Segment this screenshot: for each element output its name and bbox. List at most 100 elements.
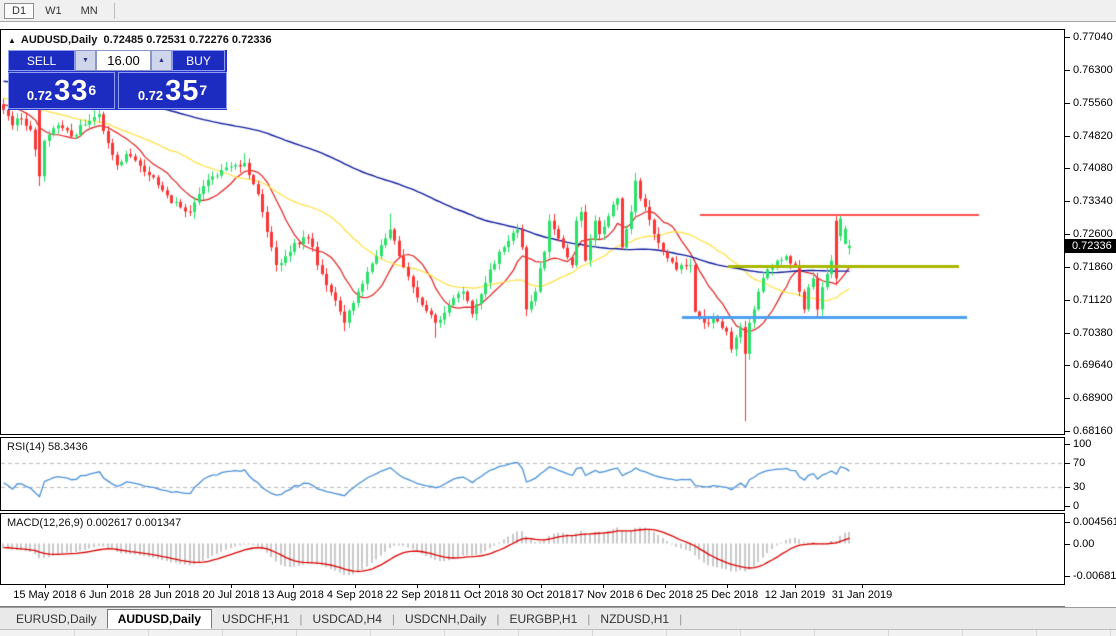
collapse-triangle-icon[interactable]: ▲ (8, 36, 16, 45)
buy-button[interactable]: BUY (172, 50, 225, 71)
rsi-tick-label: 30 (1073, 481, 1086, 493)
strip-divider (1036, 630, 1037, 636)
date-axis[interactable]: 15 May 2018 6 Jun 2018 28 Jun 2018 20 Jul 2… (0, 585, 1065, 607)
timeframe-buttons: D1 W1 MN (4, 2, 109, 19)
sell-button[interactable]: SELL (8, 50, 75, 71)
axis-tick-dash (1065, 365, 1070, 366)
axis-tick-dash (1065, 103, 1070, 104)
sell-price-display[interactable]: 0.72 33 6 (8, 72, 115, 109)
macd-tick-label: 0.00 (1073, 538, 1095, 550)
date-tick-dash (355, 585, 356, 588)
macd-tick-label: 0.004561 (1073, 516, 1116, 528)
buy-price-display[interactable]: 0.72 35 7 (118, 72, 227, 109)
axis-tick-dash (1065, 506, 1070, 507)
axis-tick-dash (1065, 333, 1070, 334)
chart-tab-usdchf[interactable]: USDCHF,H1 (222, 612, 290, 626)
price-tick-label: 0.76300 (1073, 64, 1113, 76)
date-label: 31 Jan 2019 (831, 589, 893, 601)
price-tick-label: 0.70380 (1073, 327, 1113, 339)
strip-divider (1110, 630, 1111, 636)
chart-tab-usdcad[interactable]: USDCAD,H4 (312, 612, 382, 626)
price-tick-label: 0.74080 (1073, 162, 1113, 174)
price-axis[interactable]: 0.77040 0.76300 0.75560 0.74820 0.74080 0.733… (1065, 29, 1116, 606)
chart-tab-usdcnh[interactable]: USDCNH,Daily (405, 612, 487, 626)
chart-tab-bar: EURUSD,Daily AUDUSD,Daily USDCHF,H1 | USDCAD… (0, 607, 1116, 636)
date-label: 22 Sep 2018 (385, 589, 449, 601)
trade-controls-row: SELL ▼ 16.00 ▲ BUY (8, 50, 227, 71)
date-label: 11 Oct 2018 (449, 589, 509, 601)
one-click-trading-panel: SELL ▼ 16.00 ▲ BUY 0.72 33 6 0.72 35 7 (8, 50, 227, 110)
current-price-tag: 0.72336 (1065, 239, 1116, 253)
toolbar-separator (113, 2, 115, 19)
chart-title: ▲ AUDUSD,Daily 0.72485 0.72531 0.72276 0.… (8, 34, 272, 46)
tab-separator: | (587, 612, 591, 626)
buy-price-big-digits: 35 (165, 75, 200, 107)
rsi-canvas[interactable] (1, 438, 1064, 510)
timeframe-button-mn[interactable]: MN (80, 4, 98, 17)
strip-divider (222, 630, 223, 636)
timeframe-button-w1[interactable]: W1 (45, 4, 62, 17)
strip-divider (370, 630, 371, 636)
axis-tick-dash (1065, 168, 1070, 169)
tab-separator: | (679, 612, 683, 626)
chart-symbol-label: AUDUSD,Daily (20, 34, 98, 46)
chart-tab-eurgbp[interactable]: EURGBP,H1 (509, 612, 578, 626)
price-tick-label: 0.77040 (1073, 31, 1113, 43)
volume-increase-button[interactable]: ▲ (151, 50, 172, 71)
rsi-tick-label: 70 (1073, 457, 1086, 469)
strip-divider (740, 630, 741, 636)
date-tick-dash (603, 585, 604, 588)
rsi-tick-label: 100 (1073, 438, 1092, 450)
tab-separator: | (496, 612, 500, 626)
timeframe-toolbar: D1 W1 MN (0, 0, 1116, 22)
date-label: 13 Aug 2018 (262, 589, 324, 601)
tab-bar-strip (0, 629, 1116, 636)
rsi-indicator-panel: RSI(14) 58.3436 (0, 437, 1065, 511)
date-label: 28 Jun 2018 (138, 589, 200, 601)
price-tick-label: 0.71120 (1073, 294, 1112, 306)
strip-divider (444, 630, 445, 636)
date-tick-dash (795, 585, 796, 588)
date-label: 20 Jul 2018 (202, 589, 260, 601)
chart-tab-eurusd[interactable]: EURUSD,Daily (16, 612, 97, 626)
strip-divider (296, 630, 297, 636)
axis-tick-dash (1065, 398, 1070, 399)
price-tick-label: 0.68160 (1073, 425, 1113, 437)
axis-tick-dash (1065, 300, 1070, 301)
sell-price-pip-digit: 6 (88, 82, 97, 98)
axis-tick-dash (1065, 37, 1070, 38)
axis-tick-dash (1065, 234, 1070, 235)
strip-divider (814, 630, 815, 636)
date-label: 4 Sep 2018 (326, 589, 384, 601)
timeframe-button-d1[interactable]: D1 (4, 2, 35, 19)
date-tick-dash (479, 585, 480, 588)
date-label: 17 Nov 2018 (571, 589, 635, 601)
macd-canvas[interactable] (1, 514, 1064, 584)
price-tick-label: 0.74820 (1073, 130, 1113, 142)
price-tick-label: 0.68900 (1073, 392, 1113, 404)
strip-divider (518, 630, 519, 636)
date-label: 6 Jun 2018 (79, 589, 135, 601)
axis-tick-dash (1065, 576, 1070, 577)
date-label: 30 Oct 2018 (511, 589, 571, 601)
date-tick-dash (417, 585, 418, 588)
volume-decrease-button[interactable]: ▼ (75, 50, 96, 71)
tab-separator: | (299, 612, 303, 626)
date-label: 12 Jan 2019 (764, 589, 826, 601)
strip-divider (888, 630, 889, 636)
macd-indicator-panel: MACD(12,26,9) 0.002617 0.001347 (0, 513, 1065, 585)
sell-price-prefix: 0.72 (26, 88, 53, 103)
date-tick-dash (231, 585, 232, 588)
strip-divider (666, 630, 667, 636)
chart-tab-nzdusd[interactable]: NZDUSD,H1 (600, 612, 670, 626)
date-tick-dash (541, 585, 542, 588)
buy-price-pip-digit: 7 (199, 82, 208, 98)
buy-price-prefix: 0.72 (137, 88, 164, 103)
axis-tick-dash (1065, 201, 1070, 202)
spin-down-icon: ▼ (82, 57, 89, 64)
rsi-label: RSI(14) 58.3436 (7, 441, 88, 453)
chart-tab-audusd[interactable]: AUDUSD,Daily (106, 609, 213, 629)
sell-price-big-digits: 33 (54, 75, 89, 107)
volume-input[interactable]: 16.00 (96, 50, 151, 71)
